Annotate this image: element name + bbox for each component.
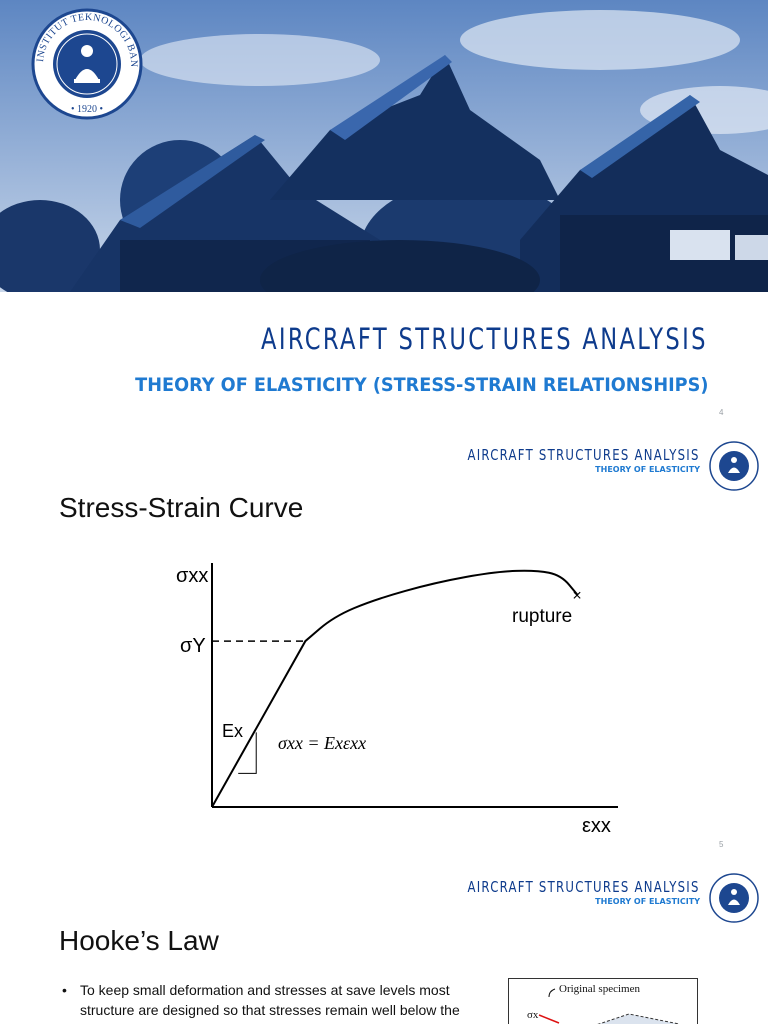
stress-strain-curve xyxy=(211,569,579,808)
itb-logo: INSTITUT TEKNOLOGI BANDUNG • 1920 • xyxy=(29,8,143,120)
header-course-title: AIRCRAFT STRUCTURES ANALYSIS xyxy=(467,446,700,464)
svg-text:• 1920 •: • 1920 • xyxy=(71,104,103,115)
slide-heading: Hooke’s Law xyxy=(59,925,219,956)
slope-label: Ex xyxy=(222,721,243,741)
x-axis-label: εxx xyxy=(582,815,611,837)
header-course-title: AIRCRAFT STRUCTURES ANALYSIS xyxy=(467,878,700,896)
presentation-title: AIRCRAFT STRUCTURES ANALYSIS xyxy=(261,322,708,356)
slope-triangle xyxy=(238,732,257,774)
page-number: 5 xyxy=(719,840,724,849)
itb-logo-small xyxy=(709,441,759,491)
list-item: To keep small deformation and stresses a… xyxy=(62,980,482,1020)
figure-label: Original specimen xyxy=(559,983,640,995)
figure-sigma-label: σx xyxy=(527,1009,539,1021)
presentation-subtitle: THEORY OF ELASTICITY (STRESS-STRAIN RELA… xyxy=(134,374,708,396)
stress-strain-chart: × σxx εxx σY rupture Ex σxx = Exεxx xyxy=(160,545,630,845)
itb-logo-small xyxy=(709,873,759,923)
chart-canvas: × σxx εxx σY rupture Ex σxx = Exεxx xyxy=(176,563,618,837)
rupture-marker: × xyxy=(572,588,581,605)
page-number: 4 xyxy=(719,408,724,417)
slide-header: AIRCRAFT STRUCTURES ANALYSIS THEORY OF E… xyxy=(360,872,760,924)
campus-building-photo xyxy=(0,0,768,292)
rupture-label: rupture xyxy=(512,606,572,627)
hookes-equation: σxx = Exεxx xyxy=(278,733,366,753)
yield-label: σY xyxy=(180,635,206,657)
header-topic: THEORY OF ELASTICITY xyxy=(595,465,700,474)
specimen-figure: Original specimen σx xyxy=(508,978,698,1024)
slide-header: AIRCRAFT STRUCTURES ANALYSIS THEORY OF E… xyxy=(360,440,760,492)
specimen-sketch xyxy=(538,988,681,1024)
bullet-list: To keep small deformation and stresses a… xyxy=(62,980,482,1020)
y-axis-label: σxx xyxy=(176,565,208,587)
hero-banner-image xyxy=(0,0,768,292)
slide-heading: Stress-Strain Curve xyxy=(59,492,304,523)
header-topic: THEORY OF ELASTICITY xyxy=(595,897,700,906)
